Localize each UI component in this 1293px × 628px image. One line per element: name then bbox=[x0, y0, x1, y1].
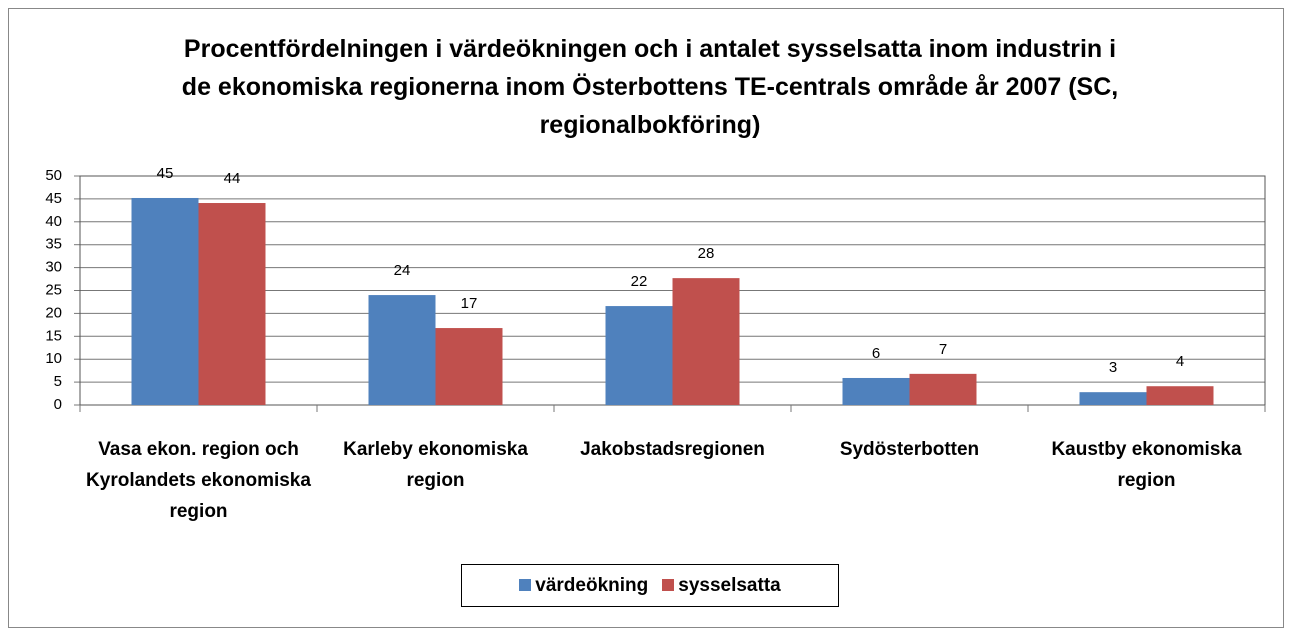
data-label: 7 bbox=[939, 341, 947, 358]
bar bbox=[842, 377, 910, 405]
y-tick-label: 45 bbox=[45, 190, 62, 207]
data-label: 22 bbox=[631, 273, 648, 290]
y-tick-label: 15 bbox=[45, 327, 62, 344]
bar bbox=[605, 306, 673, 405]
y-tick-label: 5 bbox=[54, 373, 62, 390]
data-label: 45 bbox=[157, 165, 174, 182]
bar bbox=[131, 197, 199, 405]
legend-key bbox=[662, 579, 675, 592]
data-label: 6 bbox=[872, 345, 880, 362]
data-label: 28 bbox=[698, 245, 715, 262]
y-tick-label: 50 bbox=[45, 167, 62, 184]
legend-label: värdeökning bbox=[535, 574, 649, 596]
x-tick-label: Karleby ekonomiska region bbox=[343, 439, 528, 491]
bar bbox=[909, 373, 977, 405]
data-label: 17 bbox=[461, 295, 478, 312]
bar bbox=[1146, 386, 1214, 405]
data-label: 44 bbox=[224, 170, 241, 187]
data-label: 24 bbox=[394, 262, 411, 279]
y-tick-label: 35 bbox=[45, 236, 62, 253]
y-tick-label: 30 bbox=[45, 259, 62, 276]
y-tick-label: 20 bbox=[45, 304, 62, 321]
data-label: 3 bbox=[1109, 359, 1117, 376]
data-label: 4 bbox=[1176, 353, 1184, 370]
x-tick-label: Kaustby ekonomiska region bbox=[1051, 439, 1242, 491]
x-tick-label: Sydösterbotten bbox=[839, 439, 980, 460]
bar bbox=[435, 328, 503, 405]
chart-title: Procentfördelningen i värdeökningen och … bbox=[181, 35, 1119, 139]
legend-item: värdeökning bbox=[519, 575, 648, 597]
legend: värdeökning sysselsatta bbox=[461, 564, 839, 607]
bar bbox=[198, 203, 266, 405]
bar bbox=[672, 278, 740, 405]
y-tick-label: 0 bbox=[54, 396, 62, 413]
bar bbox=[1079, 392, 1147, 405]
y-tick-label: 40 bbox=[45, 213, 62, 230]
x-tick-label: Vasa ekon. region och Kyrolandets ekonom… bbox=[86, 439, 311, 522]
legend-key bbox=[519, 579, 532, 592]
y-tick-label: 25 bbox=[45, 281, 62, 298]
bar bbox=[368, 295, 436, 405]
x-tick-label: Jakobstadsregionen bbox=[580, 439, 765, 460]
legend-label: sysselsatta bbox=[678, 574, 781, 596]
y-tick-label: 10 bbox=[45, 350, 62, 367]
legend-item: sysselsatta bbox=[662, 574, 781, 597]
